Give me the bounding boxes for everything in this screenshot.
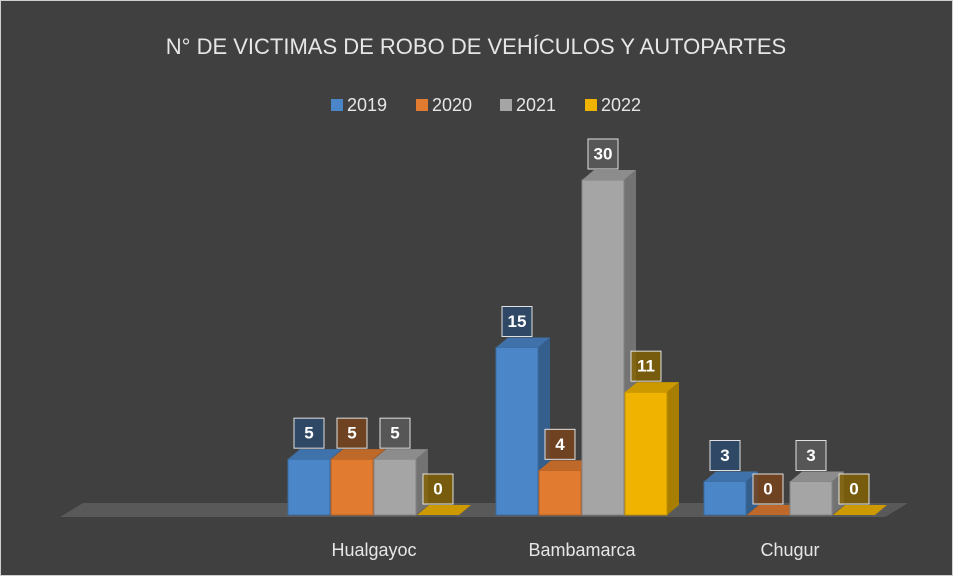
bar-top [582, 170, 636, 180]
legend-swatch [500, 99, 512, 111]
data-label: 0 [849, 479, 858, 498]
bar [833, 505, 887, 515]
legend-swatch [585, 99, 597, 111]
bar-top [496, 337, 550, 348]
x-tick-label: Hualgayoc [331, 540, 416, 560]
data-label-box [336, 417, 368, 449]
data-label: 0 [763, 479, 772, 498]
bar-top [833, 505, 887, 515]
data-label: 5 [347, 424, 356, 443]
data-label-box [795, 440, 827, 471]
bar-top [417, 505, 471, 515]
data-label-box [422, 473, 454, 505]
legend-label: 2019 [347, 95, 387, 115]
data-label-box [293, 417, 325, 449]
bar-top [790, 471, 844, 482]
data-label: 5 [304, 424, 313, 443]
data-label-box [544, 428, 576, 460]
bar-top [288, 449, 342, 460]
bar [624, 382, 679, 516]
data-label-box [379, 417, 411, 449]
data-label-box [709, 440, 741, 471]
bar-front [581, 179, 625, 516]
legend-label: 2021 [516, 95, 556, 115]
bar-top [539, 460, 593, 471]
data-label: 3 [720, 446, 729, 465]
data-label-box [587, 138, 619, 170]
bar [373, 449, 428, 516]
chart-title: N° DE VICTIMAS DE ROBO DE VEHÍCULOS Y AU… [166, 34, 786, 59]
data-label: 30 [594, 144, 613, 163]
bar-front [330, 458, 374, 516]
bar-front [538, 469, 582, 516]
data-label: 5 [390, 424, 399, 443]
bar-top [374, 449, 428, 460]
x-tick-label: Chugur [760, 540, 819, 560]
data-label: 0 [433, 479, 442, 498]
bar-front [373, 458, 417, 516]
data-label: 3 [806, 446, 815, 465]
data-label: 11 [637, 357, 655, 376]
bar-front [703, 481, 747, 516]
floor [60, 503, 908, 517]
bar-front [287, 458, 331, 516]
legend-label: 2022 [601, 95, 641, 115]
bar-top [704, 471, 758, 482]
bar-top [331, 449, 385, 460]
bar [417, 505, 471, 515]
bar-top [747, 505, 801, 515]
bar [789, 471, 844, 516]
legend-swatch [331, 99, 343, 111]
data-label-box [752, 473, 784, 505]
data-label-box [630, 350, 662, 382]
data-label: 4 [555, 435, 565, 454]
data-label-box [838, 473, 870, 505]
bar-front [789, 481, 833, 516]
bar-front [495, 347, 539, 516]
bar [703, 471, 758, 516]
bar [747, 505, 801, 515]
bar-side [667, 382, 679, 515]
legend-label: 2020 [432, 95, 472, 115]
legend-swatch [416, 99, 428, 111]
bar-front [624, 391, 668, 516]
x-tick-label: Bambamarca [528, 540, 636, 560]
data-label-box [501, 306, 533, 337]
data-label: 15 [508, 312, 527, 331]
bar-top [625, 382, 679, 393]
